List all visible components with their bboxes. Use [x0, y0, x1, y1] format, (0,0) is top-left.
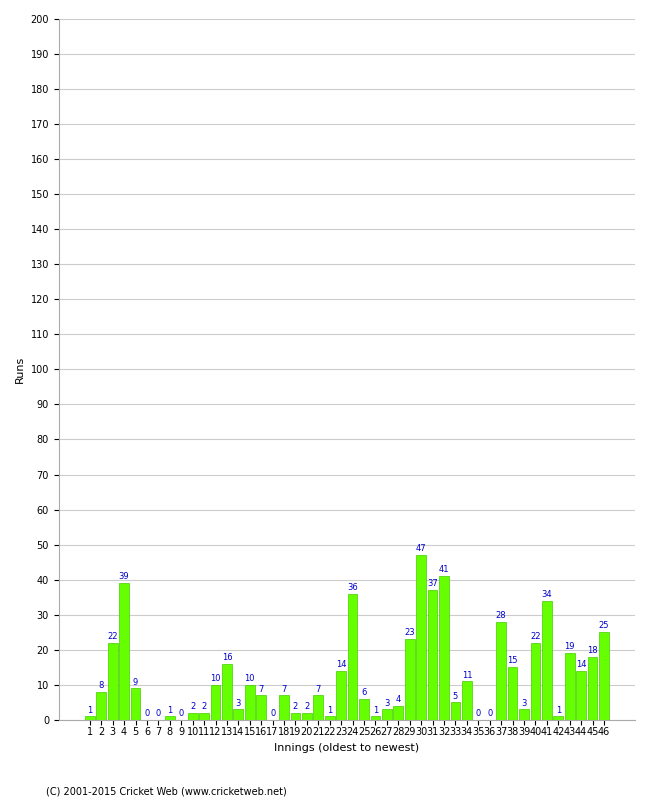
Text: 14: 14	[576, 660, 586, 669]
Text: 0: 0	[487, 709, 492, 718]
Bar	[222, 664, 232, 720]
Text: 19: 19	[564, 642, 575, 651]
Bar	[188, 713, 198, 720]
Text: 2: 2	[202, 702, 207, 711]
Text: 2: 2	[293, 702, 298, 711]
Bar	[553, 716, 563, 720]
Bar	[245, 685, 255, 720]
Bar	[211, 685, 220, 720]
Text: 34: 34	[541, 590, 552, 599]
Text: 6: 6	[361, 688, 367, 697]
Y-axis label: Runs: Runs	[15, 356, 25, 383]
Bar	[588, 657, 597, 720]
Text: 22: 22	[107, 632, 118, 641]
Bar	[542, 601, 552, 720]
Text: 28: 28	[496, 611, 506, 620]
Bar	[119, 583, 129, 720]
Text: 8: 8	[99, 681, 104, 690]
Text: 18: 18	[587, 646, 598, 655]
Bar	[565, 654, 575, 720]
Text: 1: 1	[556, 706, 561, 714]
Bar	[577, 670, 586, 720]
Text: 37: 37	[427, 579, 438, 589]
Text: 2: 2	[304, 702, 309, 711]
Text: 1: 1	[167, 706, 172, 714]
Bar	[302, 713, 312, 720]
Bar	[439, 576, 449, 720]
Text: 15: 15	[507, 657, 518, 666]
Bar	[508, 667, 517, 720]
Bar	[85, 716, 95, 720]
Text: 14: 14	[336, 660, 346, 669]
Text: 7: 7	[281, 685, 287, 694]
Text: 0: 0	[476, 709, 481, 718]
Bar	[599, 632, 609, 720]
Bar	[405, 639, 415, 720]
Bar	[131, 688, 140, 720]
Bar	[348, 594, 358, 720]
Text: 47: 47	[416, 544, 426, 554]
Bar	[519, 710, 529, 720]
Bar	[96, 692, 106, 720]
Text: 7: 7	[316, 685, 321, 694]
X-axis label: Innings (oldest to newest): Innings (oldest to newest)	[274, 743, 419, 753]
Text: 7: 7	[259, 685, 264, 694]
Bar	[428, 590, 437, 720]
Text: 23: 23	[404, 629, 415, 638]
Bar	[199, 713, 209, 720]
Bar	[313, 695, 323, 720]
Bar	[416, 555, 426, 720]
Text: 39: 39	[119, 572, 129, 582]
Text: 4: 4	[396, 695, 401, 704]
Bar	[462, 682, 472, 720]
Text: 25: 25	[599, 622, 609, 630]
Text: 0: 0	[270, 709, 275, 718]
Text: 16: 16	[222, 653, 232, 662]
Bar	[450, 702, 460, 720]
Text: 10: 10	[210, 674, 221, 683]
Bar	[359, 698, 369, 720]
Bar	[393, 706, 403, 720]
Bar	[280, 695, 289, 720]
Bar	[382, 710, 392, 720]
Bar	[108, 642, 118, 720]
Text: 11: 11	[462, 670, 472, 679]
Text: 41: 41	[439, 566, 449, 574]
Text: 3: 3	[384, 698, 389, 707]
Bar	[325, 716, 335, 720]
Text: 9: 9	[133, 678, 138, 686]
Text: 10: 10	[244, 674, 255, 683]
Text: 36: 36	[347, 583, 358, 592]
Bar	[336, 670, 346, 720]
Text: 1: 1	[327, 706, 332, 714]
Text: 0: 0	[179, 709, 184, 718]
Text: (C) 2001-2015 Cricket Web (www.cricketweb.net): (C) 2001-2015 Cricket Web (www.cricketwe…	[46, 786, 286, 796]
Text: 3: 3	[236, 698, 241, 707]
Bar	[165, 716, 175, 720]
Bar	[291, 713, 300, 720]
Text: 22: 22	[530, 632, 541, 641]
Text: 5: 5	[453, 691, 458, 701]
Bar	[530, 642, 540, 720]
Text: 1: 1	[87, 706, 92, 714]
Bar	[370, 716, 380, 720]
Bar	[233, 710, 243, 720]
Text: 2: 2	[190, 702, 195, 711]
Bar	[496, 622, 506, 720]
Text: 1: 1	[373, 706, 378, 714]
Text: 3: 3	[521, 698, 527, 707]
Text: 0: 0	[156, 709, 161, 718]
Text: 0: 0	[144, 709, 150, 718]
Bar	[256, 695, 266, 720]
